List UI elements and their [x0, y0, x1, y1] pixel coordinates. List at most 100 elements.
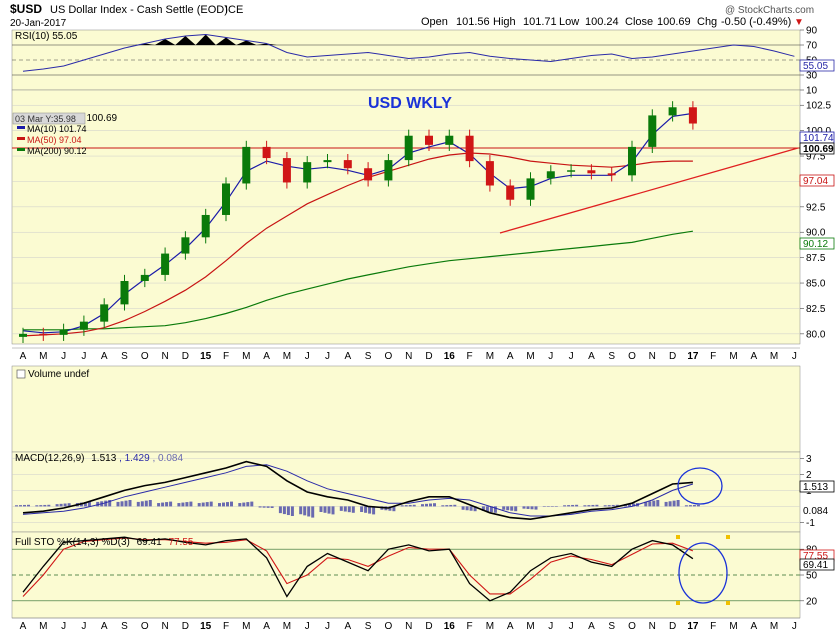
- candle-body: [404, 135, 413, 161]
- chg-value: -0.50 (-0.49%): [721, 16, 791, 28]
- macd-hist-bar: [587, 505, 591, 507]
- close-badge-bg: [799, 142, 835, 155]
- macd-hist-bar: [510, 506, 514, 511]
- candle-body: [303, 162, 312, 183]
- macd-hist-bar: [339, 506, 343, 511]
- x-tick-label: M: [729, 351, 737, 362]
- candle-body: [140, 274, 149, 282]
- ma200-legend: MA(200) 90.12: [27, 146, 87, 156]
- x-tick-label: J: [548, 351, 553, 362]
- candle-body: [628, 146, 636, 176]
- macd-hist-bar: [554, 506, 558, 507]
- x-tick-label: A: [750, 351, 757, 362]
- price-panel: 102.5100.097.595.092.590.087.585.082.580…: [11, 89, 835, 345]
- candle-body: [161, 253, 170, 275]
- ma50-badge-bg: [799, 174, 835, 187]
- macd-hist-bar: [165, 502, 169, 507]
- x-tick-label: 15: [200, 351, 212, 362]
- x-tick-label: J: [792, 351, 797, 362]
- macd-hist-bar: [218, 503, 221, 507]
- close-badge: 100.69: [803, 144, 834, 155]
- candle-body: [567, 170, 576, 172]
- candle-body: [546, 171, 555, 179]
- x-tick-label: A: [20, 351, 27, 362]
- ma10-line: [22, 112, 693, 334]
- x-tick-label: S: [121, 351, 128, 362]
- macd-hist-bar: [148, 500, 152, 507]
- x-tick-label: F: [467, 351, 473, 362]
- x-tick-label: M: [242, 351, 250, 362]
- x-tick-label: A: [344, 621, 351, 632]
- sto-tick-label: 20: [806, 596, 818, 607]
- macd-tick-label: -1: [806, 518, 815, 529]
- rsi-value-badge: 55.05: [803, 61, 828, 72]
- macd-hist-bar: [250, 501, 254, 507]
- macd-hist-bar: [465, 506, 469, 511]
- macd-signal-value: 1.429: [125, 453, 150, 464]
- candle-body: [19, 333, 27, 337]
- macd-hist-bar: [575, 504, 579, 507]
- macd-hist-bar: [55, 504, 59, 507]
- x-tick-label: O: [628, 351, 636, 362]
- x-tick-label: J: [81, 621, 86, 632]
- macd-hist-bar: [144, 500, 148, 507]
- x-tick-label: D: [182, 351, 189, 362]
- rsi-value-badge-bg: [799, 59, 835, 72]
- x-tick-label: M: [39, 621, 47, 632]
- x-tick-label: J: [81, 351, 86, 362]
- x-tick-label: N: [405, 351, 412, 362]
- sto-handle-tl: [676, 535, 680, 539]
- high-label: High: [493, 16, 516, 28]
- macd-hist-bar: [157, 503, 161, 507]
- x-tick-label: J: [305, 621, 310, 632]
- macd-hist-bar: [696, 504, 700, 507]
- macd-hist-bar: [307, 506, 311, 517]
- x-tick-label: A: [344, 351, 351, 362]
- ma10-legend: MA(10) 101.74: [27, 124, 87, 134]
- candle-body: [181, 237, 190, 254]
- macd-hist-bar: [343, 506, 347, 512]
- macd-hist-bar: [400, 505, 404, 507]
- candle-body: [262, 146, 271, 159]
- macd-hist-bar: [303, 506, 307, 516]
- x-tick-label: M: [283, 621, 291, 632]
- macd-hist-bar: [534, 506, 538, 510]
- x-tick-label: F: [223, 351, 229, 362]
- candle-body: [323, 160, 332, 163]
- x-tick-label: S: [365, 621, 372, 632]
- x-tick-label: D: [425, 351, 432, 362]
- macd-hist-bar: [35, 505, 39, 507]
- macd-hist-bar: [270, 506, 274, 508]
- x-tick-label: J: [61, 621, 66, 632]
- sto-panel: Full STO %K(14,3) %D(3) 69.41 77.55 8050…: [11, 531, 835, 619]
- x-axis-bottom: A M J J A S O N D 15 F M A M J J A S O N D 16 F M A M J J A S O N D 17 F M A…: [12, 617, 800, 632]
- macd-hist-bar: [392, 506, 396, 512]
- x-tick-label: S: [608, 621, 615, 632]
- macd-hist-bar: [656, 500, 660, 507]
- macd-hist-bar: [246, 502, 250, 507]
- tooltip-text: 03 Mar Y:35.98: [15, 114, 76, 124]
- x-tick-label: O: [628, 621, 636, 632]
- macd-panel: MACD(12,26,9) 1.513 , 1.429 , 0.084 321-…: [11, 451, 835, 533]
- macd-hist-bar: [323, 506, 327, 513]
- macd-hist-bar: [201, 502, 205, 507]
- macd-hist-bar: [628, 503, 631, 507]
- candle-body: [343, 160, 352, 169]
- sto-k-line: [22, 536, 694, 602]
- x-tick-label: A: [263, 621, 270, 632]
- ma200-badge: 90.12: [803, 239, 828, 250]
- macd-hist-bar: [603, 505, 607, 507]
- ma200-badge-bg: [799, 237, 835, 250]
- macd-signal-line: [22, 464, 694, 517]
- macd-hist-bar: [481, 506, 485, 511]
- x-tick-label: J: [325, 351, 330, 362]
- macd-line: [22, 460, 693, 521]
- macd-hist-bar: [489, 506, 493, 513]
- macd-hist-bar: [59, 503, 63, 507]
- macd-hist-bar: [209, 501, 213, 507]
- candle-body: [242, 146, 251, 184]
- chg-label: Chg: [697, 16, 717, 28]
- x-tick-label: N: [161, 621, 168, 632]
- macd-hist-bar: [39, 505, 43, 507]
- x-tick-label: A: [588, 351, 595, 362]
